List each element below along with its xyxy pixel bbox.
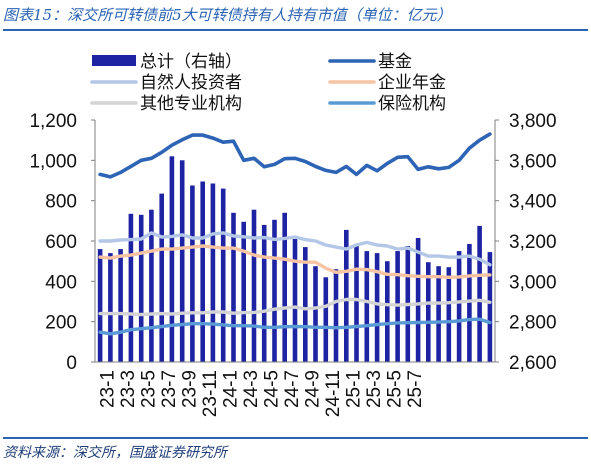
right-tick-label-3: 3,200 xyxy=(509,232,557,253)
bar-total-34 xyxy=(446,267,452,362)
bar-total-11 xyxy=(210,183,216,362)
bar-total-13 xyxy=(231,212,236,362)
x-tick-label-12: 25-1 xyxy=(343,370,364,408)
right-tick-label-2: 3,000 xyxy=(509,272,557,293)
left-tick-label-3: 600 xyxy=(45,232,77,253)
x-tick-label-6: 24-1 xyxy=(220,370,241,408)
legend-label-3: 企业年金 xyxy=(378,73,446,93)
right-tick-label-6: 3,800 xyxy=(509,111,557,132)
bar-total-38 xyxy=(487,252,493,362)
bar-total-16 xyxy=(261,224,267,362)
left-tick-label-2: 400 xyxy=(45,272,77,293)
left-tick-label-1: 200 xyxy=(45,313,77,334)
bar-total-25 xyxy=(354,244,359,362)
line-fund xyxy=(98,132,492,179)
legend-label-0: 总计（右轴） xyxy=(140,52,242,72)
bar-total-12 xyxy=(220,188,226,362)
x-tick-label-2: 23-5 xyxy=(138,370,159,408)
bar-total-28 xyxy=(385,261,390,362)
legend-label-1: 基金 xyxy=(378,52,412,72)
bar-total-17 xyxy=(272,219,277,362)
legend-label-4: 其他专业机构 xyxy=(140,94,242,114)
bar-total-27 xyxy=(374,253,380,362)
bar-total-7 xyxy=(169,156,175,362)
bar-total-4 xyxy=(138,214,144,362)
left-tick-label-6: 1,200 xyxy=(29,111,77,132)
bar-total-1 xyxy=(108,253,113,362)
right-tick-label-1: 2,800 xyxy=(509,313,557,334)
x-tick-label-5: 23-11 xyxy=(200,370,221,417)
x-tick-label-4: 23-9 xyxy=(179,370,200,408)
x-tick-label-3: 23-7 xyxy=(159,370,180,408)
x-tick-label-7: 24-3 xyxy=(241,370,262,408)
bar-total-8 xyxy=(179,160,185,362)
x-tick-label-10: 24-9 xyxy=(302,370,323,408)
right-tick-label-5: 3,600 xyxy=(509,151,557,172)
line-other xyxy=(98,297,492,317)
left-tick-label-5: 1,000 xyxy=(29,151,77,172)
bar-total-18 xyxy=(282,212,287,362)
bar-total-22 xyxy=(323,277,329,362)
bar-total-6 xyxy=(159,193,164,362)
bar-total-21 xyxy=(313,266,318,362)
legend-label-5: 保险机构 xyxy=(378,94,446,114)
x-tick-label-14: 25-5 xyxy=(384,370,405,408)
source-note: 资料来源：深交所，国盛证券研究所 xyxy=(3,445,227,461)
source-rule xyxy=(3,437,588,439)
x-tick-label-15: 25-7 xyxy=(405,370,426,408)
bar-total-14 xyxy=(241,221,246,362)
bar-total-9 xyxy=(190,185,195,362)
bar-total-5 xyxy=(149,209,154,362)
right-tick-label-4: 3,400 xyxy=(509,192,557,213)
x-tick-label-9: 24-7 xyxy=(282,370,303,408)
bar-total-19 xyxy=(292,239,298,362)
bar-total-10 xyxy=(200,181,205,362)
legend-label-2: 自然人投资者 xyxy=(140,73,242,93)
line-individual xyxy=(98,231,492,267)
left-tick-label-4: 800 xyxy=(45,192,77,213)
bar-total-15 xyxy=(251,209,257,362)
x-tick-label-1: 23-3 xyxy=(118,370,139,408)
bar-total-20 xyxy=(303,247,308,362)
bar-total-23 xyxy=(333,269,339,362)
legend-swatch-total xyxy=(92,55,136,66)
bar-total-0 xyxy=(97,249,103,362)
bar-total-26 xyxy=(364,251,370,362)
line-insurance xyxy=(98,317,492,336)
bar-total-24 xyxy=(344,229,349,362)
left-tick-label-0: 0 xyxy=(66,353,77,374)
bar-total-35 xyxy=(456,251,462,362)
bar-total-33 xyxy=(436,266,441,362)
x-tick-label-11: 24-11 xyxy=(323,370,344,417)
line-annuity xyxy=(98,244,492,280)
bar-total-37 xyxy=(477,225,482,362)
bar-total-31 xyxy=(415,238,421,362)
x-tick-label-13: 25-3 xyxy=(364,370,385,408)
right-tick-label-0: 2,600 xyxy=(509,353,557,374)
chart-title: 图表15：深交所可转债前5大可转债持有人持有市值（单位：亿元） xyxy=(3,6,452,24)
x-tick-label-0: 23-1 xyxy=(97,370,118,408)
chart: 0 200 400 600 800 1,000 1,200 2,600 2,800 3,000 3,… xyxy=(29,52,557,417)
title-underline xyxy=(3,29,588,31)
bar-total-3 xyxy=(128,213,134,362)
bar-total-32 xyxy=(426,262,431,362)
bar-total-2 xyxy=(118,249,123,362)
bar-total-36 xyxy=(467,244,472,362)
x-tick-label-8: 24-5 xyxy=(261,370,282,408)
